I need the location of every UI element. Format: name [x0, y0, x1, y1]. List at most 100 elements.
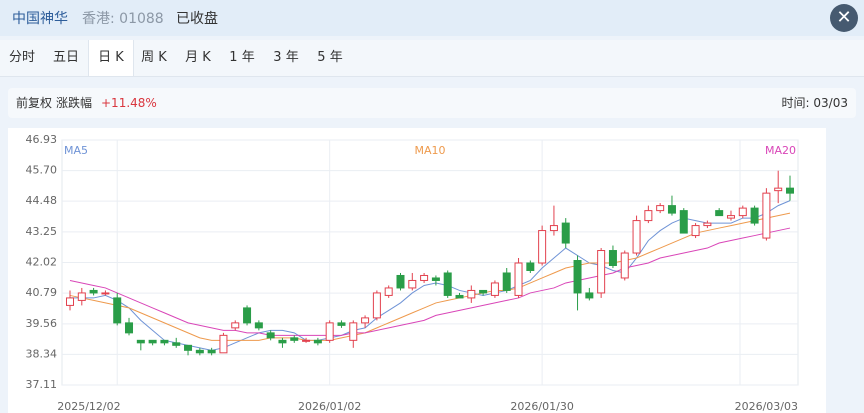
candle-body [325, 322, 334, 341]
candle-body [278, 339, 287, 344]
candle-body [77, 292, 86, 301]
candle-body [231, 322, 240, 329]
candle-body [715, 210, 724, 217]
candle-body [148, 339, 157, 344]
y-tick-label: 38.34 [26, 347, 58, 360]
ma-line [69, 212, 791, 341]
candle-body [726, 215, 735, 219]
info-bar: 前复权 涨跌幅 +11.48% 时间: 03/03 [8, 88, 856, 118]
candle-body [408, 279, 417, 289]
tab[interactable]: 五日 [52, 50, 79, 65]
candle-body [632, 220, 641, 254]
candle-body [431, 277, 440, 281]
candle-body [691, 225, 700, 237]
close-button[interactable]: ✕ [830, 4, 858, 32]
adjust-label: 前复权 [16, 96, 53, 110]
candle-body [608, 250, 617, 266]
candle-body [597, 250, 606, 294]
candle-body [195, 349, 204, 354]
candle-body [502, 272, 511, 291]
candle-body [349, 322, 358, 341]
candle-body [89, 289, 98, 294]
candle-body [172, 342, 181, 346]
candle-body [479, 289, 488, 294]
candle-body [585, 292, 594, 299]
candle-body [254, 322, 263, 329]
candle-body [290, 337, 299, 341]
candle-body [750, 207, 759, 224]
tab[interactable]: 分时 [8, 50, 35, 65]
stock-name: 中国神华 [12, 11, 68, 27]
tab-bar: 分时 五日日 K 周 K 月 K 1 年 3 年 5 年 [0, 40, 864, 77]
y-tick-label: 42.02 [26, 256, 58, 269]
change-value: +11.48% [101, 96, 157, 110]
candle-body [361, 317, 370, 324]
candle-body [561, 222, 570, 244]
candle-body [243, 307, 252, 324]
x-tick-label: 2025/12/02 [57, 400, 120, 413]
candle-body [573, 260, 582, 294]
candle-body [490, 282, 499, 296]
y-tick-label: 43.25 [26, 225, 58, 238]
y-tick-label: 40.79 [26, 286, 58, 299]
candle-body [738, 207, 747, 217]
candle-body [66, 297, 74, 306]
ma-line [69, 227, 791, 336]
candle-body [266, 332, 275, 339]
y-tick-label: 46.93 [26, 133, 58, 146]
legend-label: MA10 [414, 144, 445, 157]
candle-body [384, 287, 393, 296]
tab[interactable]: 5 年 [317, 50, 343, 65]
candle-body [679, 210, 688, 234]
tab[interactable]: 日 K [88, 40, 134, 76]
y-tick-label: 44.48 [26, 194, 58, 207]
candle-body [644, 210, 653, 222]
tab[interactable]: 月 K [185, 50, 211, 65]
candle-body [786, 187, 794, 194]
candle-body [538, 230, 547, 264]
candle-body [207, 349, 216, 354]
tab[interactable]: 1 年 [229, 50, 255, 65]
candle-body [526, 262, 535, 271]
candle-body [443, 272, 452, 296]
y-tick-label: 45.70 [26, 164, 58, 177]
legend-label: MA20 [765, 144, 796, 157]
stock-code: 香港: 01088 [82, 11, 164, 27]
candle-body [774, 187, 783, 192]
candle-body [337, 322, 346, 326]
candle-body [467, 289, 476, 299]
candle-body [455, 294, 464, 299]
x-tick-label: 2026/01/02 [298, 400, 361, 413]
candle-body [101, 292, 110, 295]
time-label: 时间: 03/03 [781, 96, 848, 110]
candle-body [113, 297, 122, 324]
y-tick-label: 37.11 [26, 378, 58, 391]
candle-body [620, 252, 629, 279]
legend-label: MA5 [64, 144, 88, 157]
tab[interactable]: 3 年 [273, 50, 299, 65]
candle-body [514, 262, 523, 296]
candle-body [420, 274, 429, 281]
candle-body [219, 334, 228, 354]
candle-body [125, 322, 134, 334]
candle-body [396, 274, 405, 289]
change-label: 涨跌幅 [56, 96, 93, 110]
chart: 46.93 45.70 44.48 43.25 42.02 40.79 39.56 38.34… [8, 128, 826, 413]
candle-body [703, 222, 712, 227]
candle-body [184, 344, 193, 351]
candle-body [667, 205, 676, 214]
candle-body [302, 339, 311, 342]
y-tick-label: 39.56 [26, 317, 58, 330]
market-status: 已收盘 [176, 11, 218, 27]
candle-body [160, 339, 169, 344]
tab[interactable]: 周 K [141, 50, 167, 65]
x-tick-label: 2026/03/03 [735, 400, 798, 413]
header: 中国神华 香港: 01088 已收盘 ✕ [0, 0, 864, 36]
candle-body [136, 339, 145, 344]
candle-body [762, 192, 771, 239]
candle-body [656, 205, 665, 212]
candle-body [549, 225, 558, 232]
x-tick-label: 2026/01/30 [510, 400, 573, 413]
candle-body [313, 339, 322, 344]
